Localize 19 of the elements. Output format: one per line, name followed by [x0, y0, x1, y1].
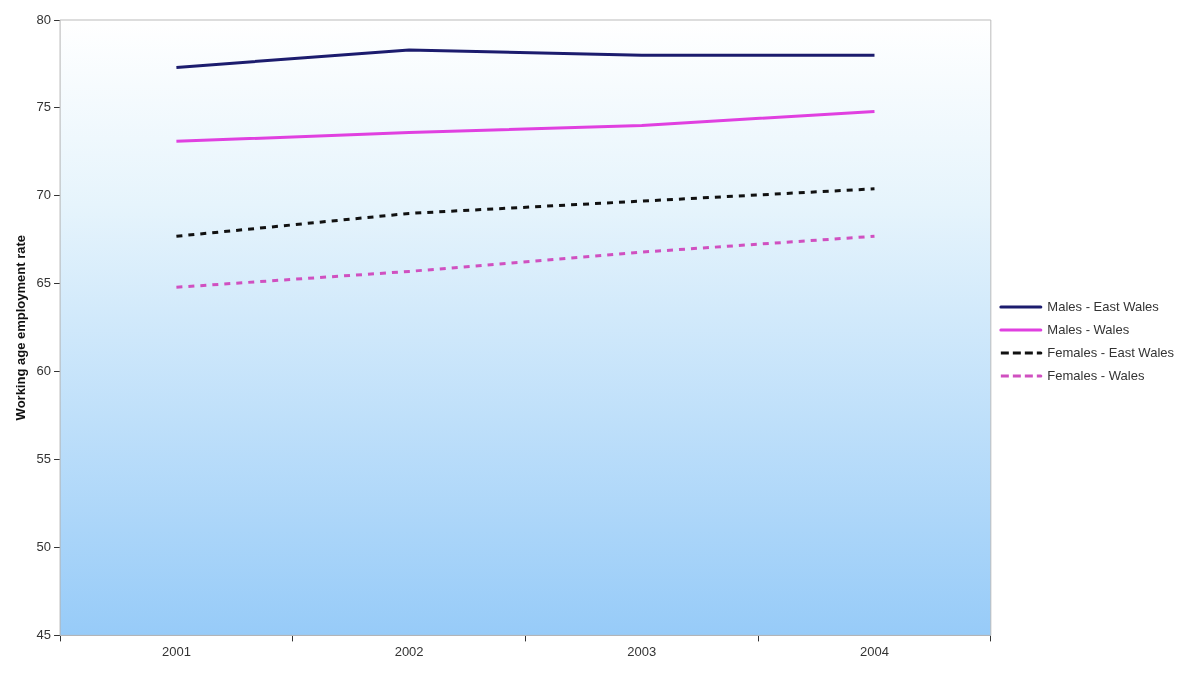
x-tick-label: 2003: [627, 643, 657, 659]
x-tick-label: 2001: [161, 643, 191, 659]
legend-label: Females - Wales: [1047, 367, 1145, 383]
y-tick-label: 65: [36, 275, 52, 291]
x-tick-label: 2002: [394, 643, 424, 659]
y-tick-label: 50: [36, 539, 52, 555]
line-series: [174, 187, 876, 238]
y-tick-label: 70: [36, 187, 52, 203]
legend-label: Females - East Wales: [1047, 344, 1175, 360]
y-tick-label: 75: [36, 99, 52, 115]
x-tick-label: 2004: [860, 643, 889, 659]
y-axis-title: Working age employment rate: [13, 234, 29, 421]
y-tick-label: 55: [36, 451, 52, 467]
legend-label: Males - Wales: [1047, 321, 1130, 337]
y-tick-label: 80: [36, 11, 52, 27]
y-tick-label: 60: [36, 363, 52, 379]
y-tick-label: 45: [36, 626, 52, 642]
line-series: [174, 234, 876, 289]
legend-label: Males - East Wales: [1047, 298, 1160, 314]
